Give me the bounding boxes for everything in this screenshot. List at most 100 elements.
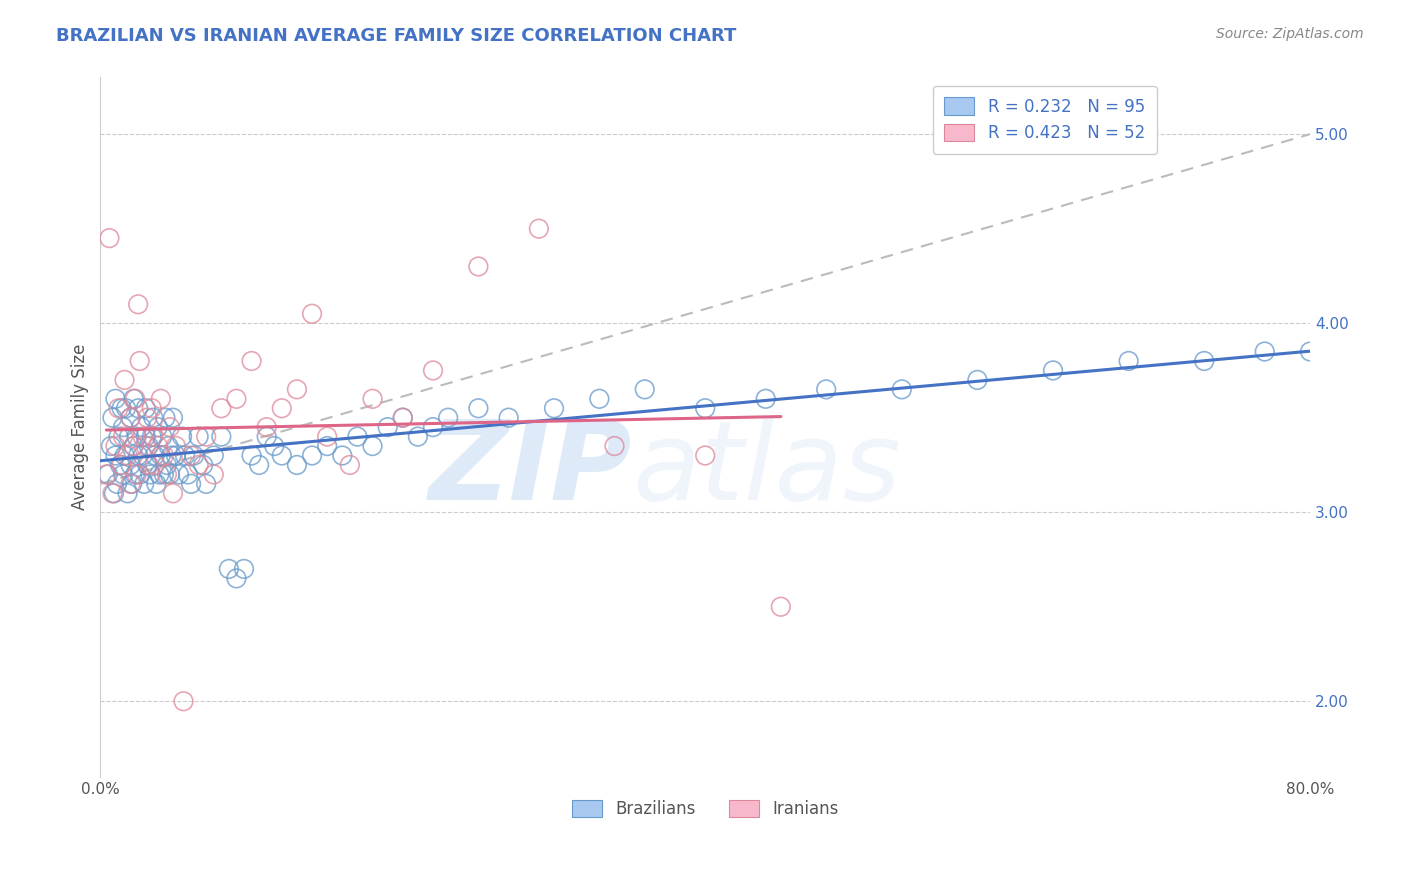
Point [143, 449, 166, 463]
Point [157, 439, 180, 453]
Point [285, 382, 308, 396]
Point [225, 392, 247, 406]
Point [96, 467, 118, 482]
Y-axis label: Average Family Size: Average Family Size [72, 344, 89, 510]
Point [117, 449, 139, 463]
Point [117, 486, 139, 500]
Point [193, 458, 215, 472]
Point [285, 458, 308, 472]
Point [105, 476, 128, 491]
Point [124, 392, 146, 406]
Point [225, 571, 247, 585]
Point [156, 467, 179, 482]
Point [112, 467, 135, 482]
Point [180, 449, 202, 463]
Point [165, 439, 187, 453]
Point [153, 467, 176, 482]
Point [1192, 354, 1215, 368]
Point [122, 439, 145, 453]
Text: atlas: atlas [633, 416, 901, 523]
Point [146, 439, 169, 453]
Point [256, 420, 278, 434]
Point [177, 467, 200, 482]
Point [118, 429, 141, 443]
Point [104, 439, 127, 453]
Point [391, 410, 413, 425]
Point [695, 449, 717, 463]
Point [167, 467, 190, 482]
Point [141, 429, 163, 443]
Point [136, 410, 159, 425]
Point [543, 401, 565, 416]
Point [127, 401, 149, 416]
Point [233, 562, 256, 576]
Point [155, 410, 177, 425]
Point [103, 486, 125, 500]
Point [122, 392, 145, 406]
Point [131, 449, 153, 463]
Point [107, 401, 129, 416]
Point [755, 392, 778, 406]
Point [131, 429, 153, 443]
Point [114, 373, 136, 387]
Point [98, 231, 121, 245]
Point [143, 458, 166, 472]
Point [391, 410, 413, 425]
Text: BRAZILIAN VS IRANIAN AVERAGE FAMILY SIZE CORRELATION CHART: BRAZILIAN VS IRANIAN AVERAGE FAMILY SIZE… [56, 27, 737, 45]
Point [138, 458, 160, 472]
Point [339, 458, 361, 472]
Point [202, 449, 225, 463]
Text: ZIP: ZIP [429, 416, 633, 523]
Point [165, 449, 187, 463]
Point [162, 486, 184, 500]
Point [148, 467, 170, 482]
Point [634, 382, 657, 396]
Point [170, 429, 193, 443]
Point [180, 476, 202, 491]
Point [270, 449, 292, 463]
Point [195, 476, 218, 491]
Point [110, 401, 132, 416]
Point [270, 401, 292, 416]
Point [346, 429, 368, 443]
Point [603, 439, 626, 453]
Point [129, 420, 152, 434]
Point [187, 458, 209, 472]
Point [1042, 363, 1064, 377]
Point [149, 449, 172, 463]
Point [769, 599, 792, 614]
Point [422, 363, 444, 377]
Point [135, 429, 157, 443]
Point [256, 429, 278, 443]
Point [159, 420, 181, 434]
Point [139, 467, 162, 482]
Legend: Brazilians, Iranians: Brazilians, Iranians [565, 793, 845, 824]
Point [162, 410, 184, 425]
Point [316, 439, 339, 453]
Point [316, 429, 339, 443]
Point [146, 420, 169, 434]
Point [120, 476, 142, 491]
Point [101, 486, 124, 500]
Point [195, 429, 218, 443]
Point [108, 458, 131, 472]
Point [156, 458, 179, 472]
Point [101, 410, 124, 425]
Point [150, 429, 173, 443]
Point [890, 382, 912, 396]
Point [125, 467, 148, 482]
Point [141, 401, 163, 416]
Point [361, 439, 384, 453]
Point [240, 354, 263, 368]
Point [104, 449, 127, 463]
Point [301, 449, 323, 463]
Point [128, 467, 150, 482]
Point [361, 392, 384, 406]
Point [138, 439, 160, 453]
Point [136, 458, 159, 472]
Point [467, 260, 489, 274]
Point [153, 449, 176, 463]
Point [134, 476, 156, 491]
Point [110, 458, 132, 472]
Point [173, 694, 195, 708]
